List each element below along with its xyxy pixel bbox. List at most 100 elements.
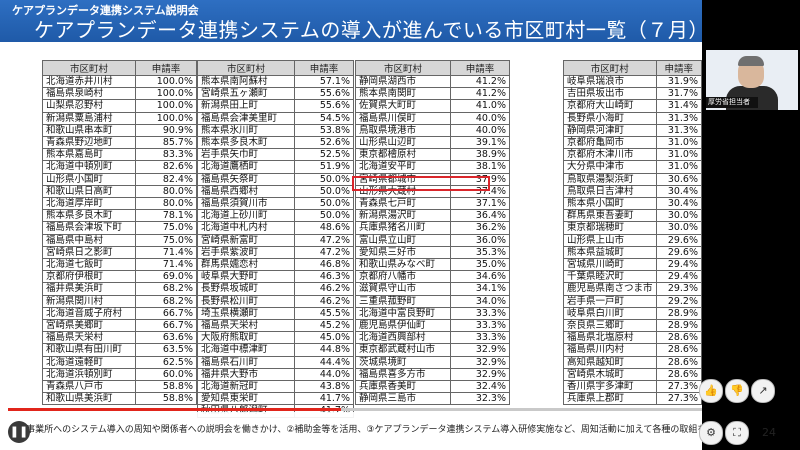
table-row: 福島県矢祭町 50.0%	[197, 172, 354, 186]
table-row: 北海道七飯町 71.4%	[42, 258, 197, 272]
municipality-name: 吉田県坂出市	[563, 87, 657, 101]
application-rate: 82.4%	[135, 172, 197, 186]
application-rate: 57.1%	[294, 74, 354, 89]
application-rate: 28.6%	[655, 355, 702, 369]
table-row: 静岡県湖西市 41.2%	[355, 74, 510, 89]
table-row: 福島県川内村 28.6%	[563, 343, 702, 357]
thumbs-up-icon[interactable]: 👍	[699, 379, 723, 403]
municipality-name: 新潟県田上町	[197, 99, 295, 113]
municipality-name: 北海道安平町	[355, 160, 451, 174]
municipality-name: 宮崎県日之影町	[42, 245, 136, 260]
table-row: 岐阜県白川町 28.9%	[563, 306, 702, 321]
municipality-name: 福島県西郷村	[197, 184, 295, 199]
municipality-name: 北海道厚岸町	[42, 197, 136, 211]
application-rate: 58.8%	[135, 380, 197, 394]
application-rate: 36.2%	[450, 221, 510, 235]
table-row: 福島県泉崎村 100.0%	[42, 87, 197, 101]
application-rate: 46.2%	[294, 294, 354, 308]
municipality-name: 和歌山県日高町	[42, 184, 136, 199]
application-rate: 32.9%	[450, 355, 510, 369]
table-row: 和歌山県串本町 90.9%	[42, 123, 197, 138]
table-row: 福島県喜多方市 32.9%	[355, 367, 510, 382]
municipality-name: 愛知県三好市	[355, 245, 451, 260]
table-row: 京都府木津川市 31.0%	[563, 148, 702, 162]
application-rate: 62.5%	[135, 355, 197, 369]
presenter-name-label: 厚労省担当者	[706, 97, 758, 108]
municipality-name: 福島県中島村	[42, 233, 136, 247]
application-rate: 32.4%	[450, 380, 510, 394]
table-row: 北海道鷹栖町 51.9%	[197, 160, 354, 174]
application-rate: 66.7%	[135, 306, 197, 321]
table-row: 和歌山県有田川町 63.5%	[42, 343, 197, 357]
municipality-name: 北海道中標津町	[197, 343, 295, 357]
application-rate: 68.2%	[135, 294, 197, 308]
municipality-name: 岩手県矢巾町	[197, 148, 295, 162]
municipality-name: 群馬県東吾妻町	[563, 209, 657, 223]
municipality-name: 宮崎県美郷町	[42, 319, 136, 333]
application-rate: 32.9%	[450, 367, 510, 382]
municipality-name: 宮崎県木城町	[563, 367, 657, 382]
application-rate: 46.8%	[294, 258, 354, 272]
table-header-row: 市区町村 申請率	[42, 60, 197, 76]
municipality-name: 岐阜県瑞浪市	[563, 74, 657, 89]
municipality-name: 東京都檜原村	[355, 148, 451, 162]
table-row: 和歌山県美浜町 58.8%	[42, 392, 197, 406]
table-row: 鹿児島県伊仙町 33.3%	[355, 319, 510, 333]
table-row: 宮崎県日之影町 71.4%	[42, 245, 197, 260]
municipality-name: 富山県立山町	[355, 233, 451, 247]
municipality-name: 熊本県氷川町	[197, 123, 295, 138]
pause-icon[interactable]: ❚❚	[8, 421, 30, 443]
municipality-name: 岐阜県白川町	[563, 306, 657, 321]
municipality-name: 京都府伊根町	[42, 270, 136, 284]
table-row: 山形県山辺町 39.1%	[355, 136, 510, 150]
table-row: 東京都檜原村 38.9%	[355, 148, 510, 162]
table-row: 熊本県氷川町 53.8%	[197, 123, 354, 138]
application-rate: 32.3%	[450, 392, 510, 406]
municipality-name: 京都府八幡市	[355, 270, 451, 284]
caption-text: ①事業所へのシステム導入の周知や関係者への説明会を働きかけ、②補助金等を活用、③…	[18, 425, 702, 435]
table-row: 埼玉県横瀬町 45.5%	[197, 306, 354, 321]
application-rate: 40.0%	[450, 123, 510, 138]
application-rate: 27.3%	[655, 380, 702, 394]
municipality-name: 北海道中札内村	[197, 221, 295, 235]
municipality-name: 北海道赤井川村	[42, 74, 136, 89]
table-row: 岐阜県瑞浪市 31.9%	[563, 74, 702, 89]
municipality-name: 北海道中富良野町	[355, 306, 451, 321]
application-rate: 68.2%	[135, 282, 197, 296]
municipality-name: 鹿児島県南さつま市	[563, 282, 657, 296]
slide-subtitle: ケアプランデータ連携システム説明会	[12, 4, 199, 17]
table-row: 宮崎県新富町 47.2%	[197, 233, 354, 247]
application-rate: 54.5%	[294, 111, 354, 125]
municipality-name: 福島県矢祭町	[197, 172, 295, 186]
table-row: 静岡県河津町 31.3%	[563, 123, 702, 138]
application-rate: 90.9%	[135, 123, 197, 138]
table-row: 兵庫県猪名川町 36.2%	[355, 221, 510, 235]
video-progress-bar[interactable]	[8, 408, 702, 411]
table-row: 吉田県坂出市 31.7%	[563, 87, 702, 101]
application-rate: 46.2%	[294, 282, 354, 296]
municipality-name: 新潟県粟島浦村	[42, 111, 136, 125]
application-rate: 38.9%	[450, 148, 510, 162]
municipality-name: 北海道中頓別町	[42, 160, 136, 174]
share-icon[interactable]: ↗	[751, 379, 775, 403]
fullscreen-icon[interactable]: ⛶	[725, 421, 749, 445]
application-rate: 31.7%	[655, 87, 702, 101]
municipality-name: 和歌山県美浜町	[42, 392, 136, 406]
column-header-rate: 申請率	[655, 60, 702, 76]
application-rate: 30.4%	[655, 197, 702, 211]
application-rate: 41.7%	[294, 392, 354, 406]
application-rate: 50.0%	[294, 209, 354, 223]
settings-icon[interactable]: ⚙	[699, 421, 723, 445]
thumbs-down-icon[interactable]: 👎	[725, 379, 749, 403]
table-row: 青森県野辺地町 85.7%	[42, 136, 197, 150]
table-row: 福島県川俣町 40.0%	[355, 111, 510, 125]
application-rate: 34.0%	[450, 294, 510, 308]
municipality-table-3: 市区町村 申請率 静岡県湖西市 41.2% 熊本県南関町 41.2% 佐賀県大町町 41.0%…	[355, 60, 510, 406]
table-row: 愛知県三好市 35.3%	[355, 245, 510, 260]
table-row: 宮崎県美郷町 66.7%	[42, 319, 197, 333]
application-rate: 29.3%	[655, 282, 702, 296]
application-rate: 37.4%	[450, 184, 510, 199]
application-rate: 82.6%	[135, 160, 197, 174]
application-rate: 36.0%	[450, 233, 510, 247]
table-row: 福島県会津坂下町 75.0%	[42, 221, 197, 235]
